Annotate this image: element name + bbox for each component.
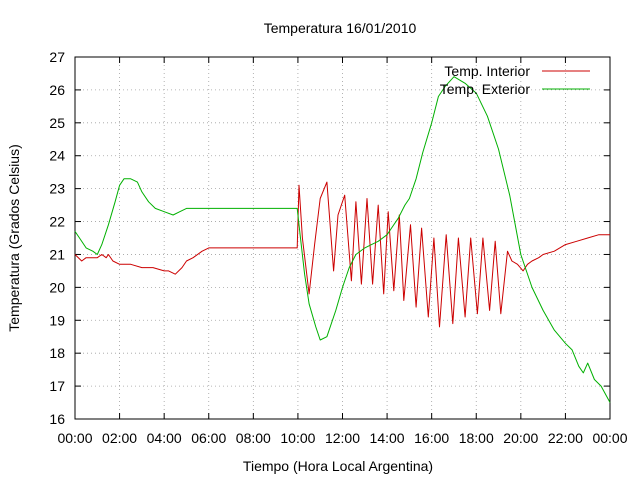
y-tick-label: 26 — [49, 82, 65, 98]
y-tick-label: 22 — [49, 214, 65, 230]
axis-ticks: 00:00 02:00 04:00 06:00 08:00 10:00 12:00 14:00… — [49, 49, 627, 446]
x-tick-label: 02:00 — [102, 430, 137, 446]
x-tick-label: 14:00 — [370, 430, 405, 446]
y-tick-label: 21 — [49, 246, 65, 262]
y-tick-label: 24 — [49, 148, 65, 164]
y-tick-label: 20 — [49, 279, 65, 295]
legend-label-exterior: Temp. Exterior — [440, 81, 531, 97]
y-tick-label: 25 — [49, 115, 65, 131]
x-tick-label: 22:00 — [548, 430, 583, 446]
x-tick-label: 18:00 — [459, 430, 494, 446]
series-line-interior — [74, 181, 610, 328]
x-tick-label: 04:00 — [147, 430, 182, 446]
x-tick-label: 08:00 — [236, 430, 271, 446]
legend-label-interior: Temp. Interior — [444, 63, 530, 79]
x-tick-label: 00:00 — [592, 430, 627, 446]
y-axis-label: Temperatura (Grados Celsius) — [6, 144, 22, 332]
series-layer — [74, 76, 611, 403]
y-tick-label: 27 — [49, 49, 65, 65]
y-tick-label: 16 — [49, 411, 65, 427]
legend: Temp. Interior Temp. Exterior — [440, 63, 590, 97]
x-tick-label: 06:00 — [191, 430, 226, 446]
y-tick-label: 23 — [49, 181, 65, 197]
x-tick-label: 10:00 — [280, 430, 315, 446]
series-line-exterior — [74, 76, 611, 403]
grid — [75, 57, 610, 419]
x-axis-label: Tiempo (Hora Local Argentina) — [243, 458, 433, 474]
x-tick-label: 20:00 — [503, 430, 538, 446]
x-tick-label: 16:00 — [414, 430, 449, 446]
x-tick-label: 00:00 — [57, 430, 92, 446]
x-tick-label: 12:00 — [325, 430, 360, 446]
y-tick-label: 18 — [49, 345, 65, 361]
chart-title: Temperatura 16/01/2010 — [264, 20, 417, 36]
y-tick-label: 19 — [49, 312, 65, 328]
y-tick-label: 17 — [49, 378, 65, 394]
